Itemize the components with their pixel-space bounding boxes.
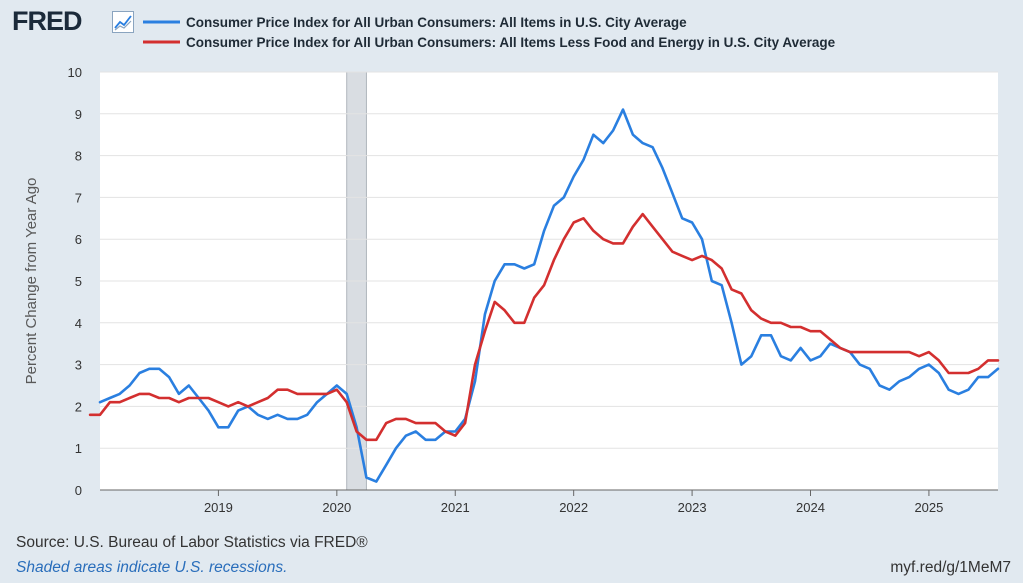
fred-logo[interactable]: FRED [12,6,82,36]
x-tick-label: 2023 [678,500,707,515]
x-tick-label: 2019 [204,500,233,515]
recession-note: Shaded areas indicate U.S. recessions. [16,559,288,576]
y-tick-label: 5 [75,274,82,289]
grid-layer [100,71,998,449]
x-tick-label: 2020 [322,500,351,515]
x-tick-label: 2021 [441,500,470,515]
chart: 0 1 2 3 4 5 6 7 8 9 10 2019 2020 2021 2022 2023 2024 202… [23,15,1000,515]
legend[interactable]: Consumer Price Index for All Urban Consu… [143,15,836,50]
y-tick-label: 8 [75,149,82,164]
x-tick-labels: 2019 2020 2021 2022 2023 2024 2025 [204,490,943,515]
short-link[interactable]: myf.red/g/1MeM7 [890,559,1011,576]
y-tick-labels: 0 1 2 3 4 5 6 7 8 9 10 [68,65,82,498]
source-note: Source: U.S. Bureau of Labor Statistics … [16,534,368,551]
y-tick-label: 9 [75,107,82,122]
series-line-core-cpi[interactable] [88,212,1000,442]
x-tick-label: 2022 [559,500,588,515]
y-tick-label: 7 [75,190,82,205]
y-tick-label: 1 [75,441,82,456]
line-chart-icon [112,11,134,33]
x-tick-label: 2024 [796,500,825,515]
legend-label-core-cpi[interactable]: Consumer Price Index for All Urban Consu… [186,35,836,50]
x-tick-label: 2025 [914,500,943,515]
y-tick-label: 2 [75,399,82,414]
y-tick-label: 3 [75,358,82,373]
y-tick-label: 10 [68,65,82,80]
y-axis-label: Percent Change from Year Ago [23,178,40,385]
y-tick-label: 4 [75,316,82,331]
y-tick-label: 6 [75,232,82,247]
series-layer [88,108,1000,483]
y-tick-label: 0 [75,483,82,498]
legend-label-cpi[interactable]: Consumer Price Index for All Urban Consu… [186,15,687,30]
